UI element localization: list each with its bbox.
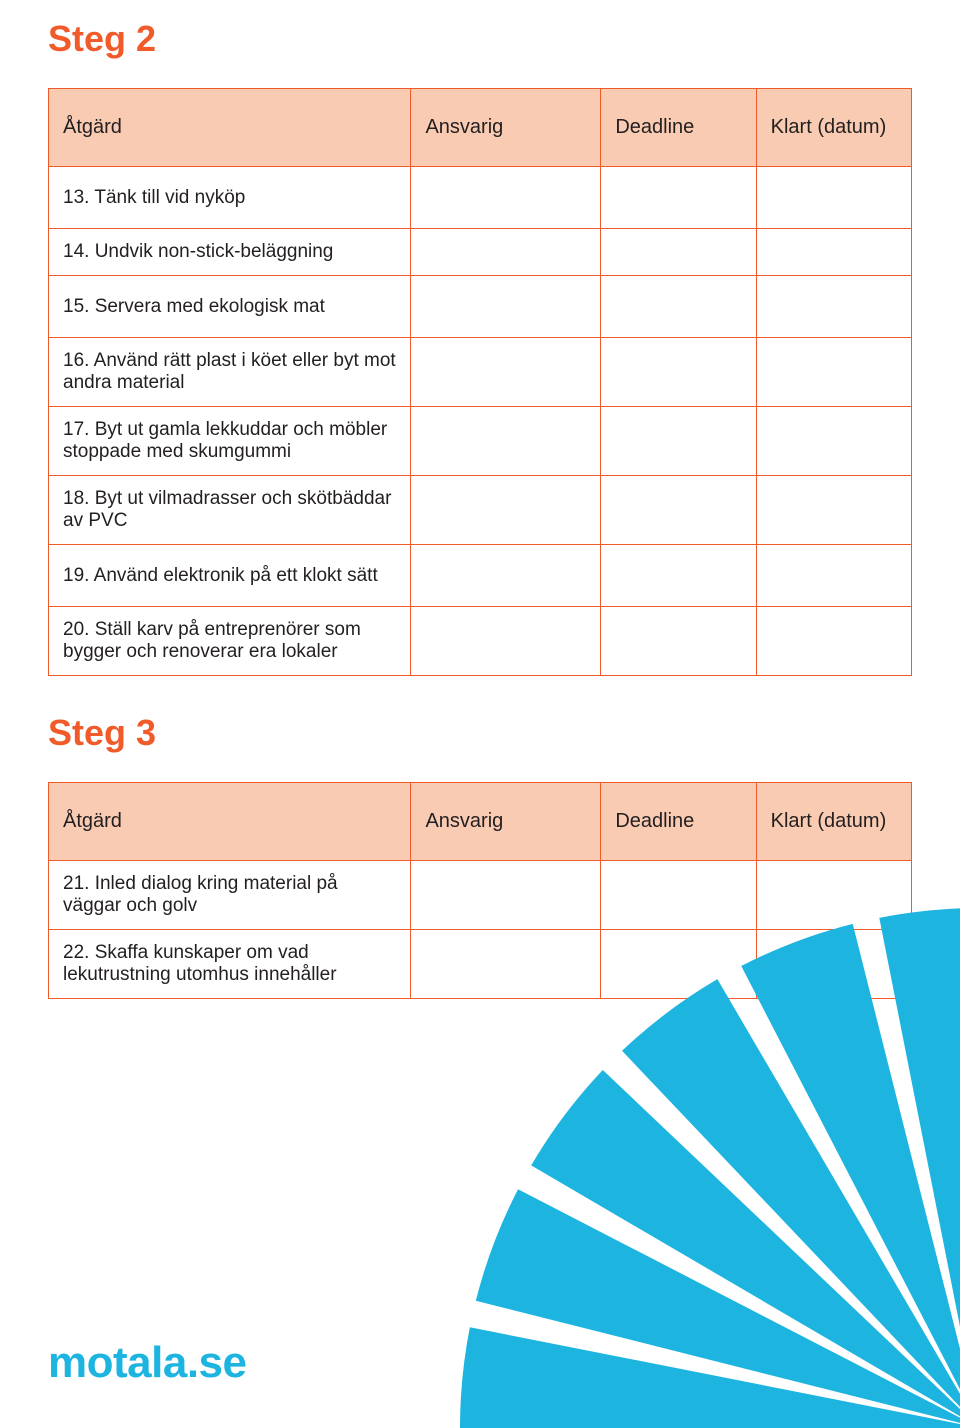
steg3-heading: Steg 3 — [48, 712, 912, 754]
cell-empty — [601, 861, 756, 930]
cell-atgard: 17. Byt ut gamla lekkuddar och möbler st… — [49, 407, 411, 476]
table-row: 16. Använd rätt plast i köet eller byt m… — [49, 338, 912, 407]
table-row: 22. Skaffa kunskaper om vad lekutrustnin… — [49, 930, 912, 999]
cell-empty — [756, 607, 911, 676]
cell-empty — [411, 276, 601, 338]
cell-atgard: 21. Inled dialog kring material på vägga… — [49, 861, 411, 930]
cell-empty — [411, 229, 601, 276]
cell-atgard: 14. Undvik non-stick-beläggning — [49, 229, 411, 276]
cell-atgard: 18. Byt ut vilmadrasser och skötbäddar a… — [49, 476, 411, 545]
cell-empty — [411, 545, 601, 607]
col-atgard: Åtgärd — [49, 783, 411, 861]
table-row: 19. Använd elektronik på ett klokt sätt — [49, 545, 912, 607]
cell-atgard: 15. Servera med ekologisk mat — [49, 276, 411, 338]
page-content: Steg 2 Åtgärd Ansvarig Deadline Klart (d… — [0, 0, 960, 999]
table-row: 17. Byt ut gamla lekkuddar och möbler st… — [49, 407, 912, 476]
cell-empty — [601, 167, 756, 229]
footer-logo: motala.se — [48, 1338, 246, 1388]
cell-empty — [756, 545, 911, 607]
cell-empty — [756, 276, 911, 338]
cell-empty — [756, 861, 911, 930]
cell-empty — [601, 276, 756, 338]
cell-atgard: 20. Ställ karv på entreprenörer som bygg… — [49, 607, 411, 676]
steg2-table: Åtgärd Ansvarig Deadline Klart (datum) 1… — [48, 88, 912, 676]
cell-atgard: 22. Skaffa kunskaper om vad lekutrustnin… — [49, 930, 411, 999]
cell-empty — [756, 167, 911, 229]
cell-empty — [756, 930, 911, 999]
cell-empty — [601, 607, 756, 676]
cell-empty — [601, 545, 756, 607]
cell-atgard: 13. Tänk till vid nyköp — [49, 167, 411, 229]
table-header-row: Åtgärd Ansvarig Deadline Klart (datum) — [49, 783, 912, 861]
cell-empty — [411, 167, 601, 229]
cell-empty — [411, 476, 601, 545]
col-klart: Klart (datum) — [756, 783, 911, 861]
table-row: 14. Undvik non-stick-beläggning — [49, 229, 912, 276]
cell-empty — [601, 229, 756, 276]
steg3-table: Åtgärd Ansvarig Deadline Klart (datum) 2… — [48, 782, 912, 999]
cell-empty — [411, 407, 601, 476]
col-atgard: Åtgärd — [49, 89, 411, 167]
col-ansvarig: Ansvarig — [411, 89, 601, 167]
cell-empty — [601, 930, 756, 999]
cell-empty — [601, 407, 756, 476]
col-klart: Klart (datum) — [756, 89, 911, 167]
cell-atgard: 16. Använd rätt plast i köet eller byt m… — [49, 338, 411, 407]
cell-empty — [756, 229, 911, 276]
cell-empty — [756, 476, 911, 545]
cell-empty — [411, 861, 601, 930]
col-deadline: Deadline — [601, 783, 756, 861]
cell-empty — [601, 476, 756, 545]
table-row: 15. Servera med ekologisk mat — [49, 276, 912, 338]
table-row: 20. Ställ karv på entreprenörer som bygg… — [49, 607, 912, 676]
table-row: 21. Inled dialog kring material på vägga… — [49, 861, 912, 930]
cell-empty — [756, 338, 911, 407]
cell-empty — [756, 407, 911, 476]
col-deadline: Deadline — [601, 89, 756, 167]
cell-atgard: 19. Använd elektronik på ett klokt sätt — [49, 545, 411, 607]
cell-empty — [411, 338, 601, 407]
cell-empty — [411, 930, 601, 999]
steg2-heading: Steg 2 — [48, 18, 912, 60]
table-row: 18. Byt ut vilmadrasser och skötbäddar a… — [49, 476, 912, 545]
cell-empty — [411, 607, 601, 676]
table-header-row: Åtgärd Ansvarig Deadline Klart (datum) — [49, 89, 912, 167]
col-ansvarig: Ansvarig — [411, 783, 601, 861]
table-row: 13. Tänk till vid nyköp — [49, 167, 912, 229]
cell-empty — [601, 338, 756, 407]
